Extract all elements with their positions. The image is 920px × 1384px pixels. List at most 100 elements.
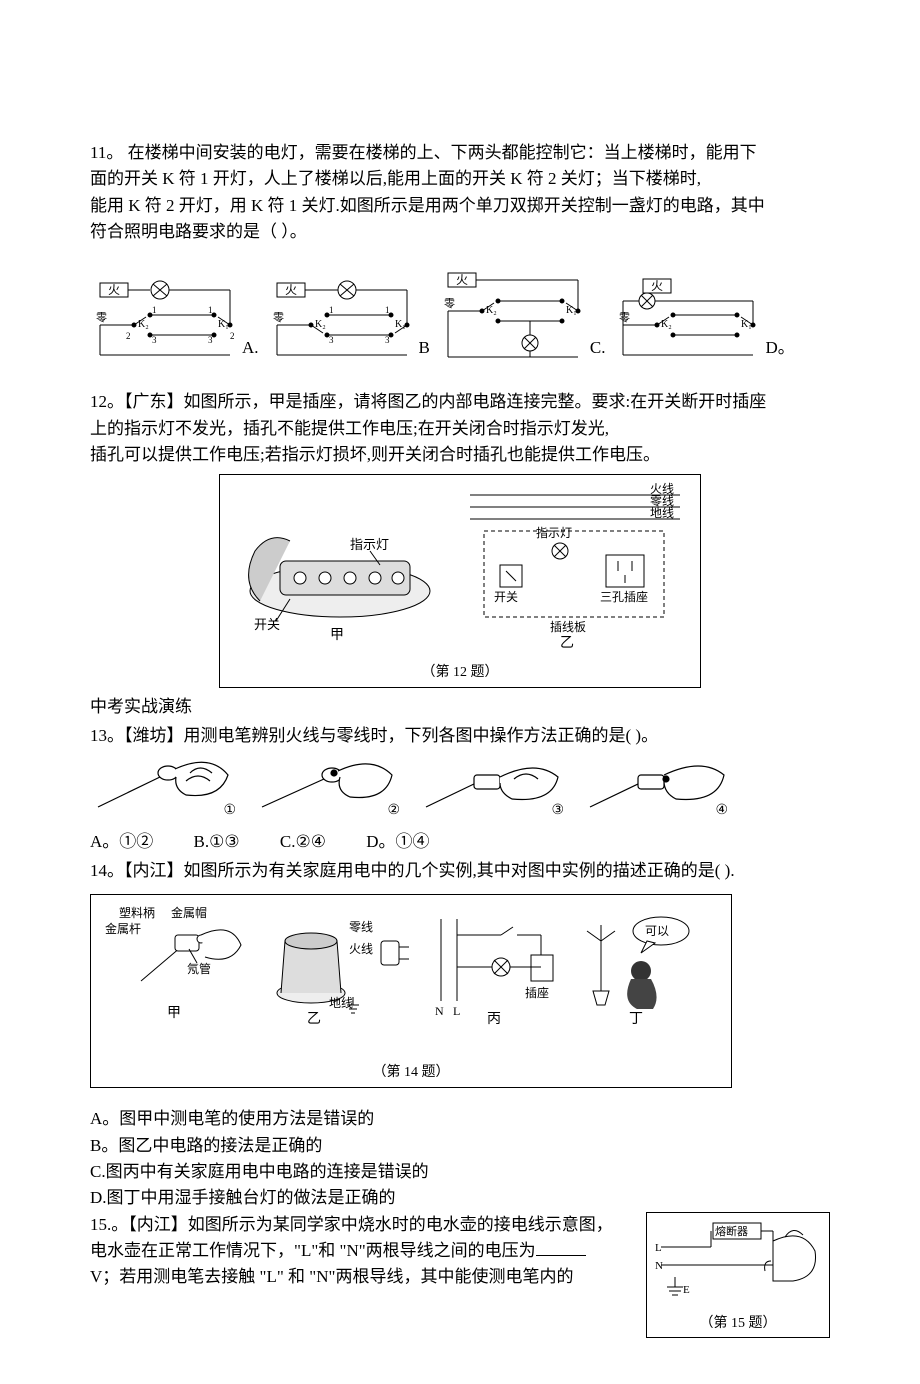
svg-text:2: 2 <box>230 331 235 341</box>
svg-text:E: E <box>683 1284 690 1296</box>
q14-caption: （第 14 题） <box>101 1062 721 1084</box>
svg-text:L: L <box>453 1004 460 1018</box>
circuit-b-svg: 火 K₁ 1 3 <box>267 277 417 363</box>
svg-text:地线: 地线 <box>650 506 674 520</box>
svg-text:塑料柄: 塑料柄 <box>119 905 155 920</box>
q13-opt-b: B.①③ <box>194 829 240 855</box>
q12-line1: 12。【广东】如图所示，甲是插座，请将图乙的内部电路连接完整。要求:在开关断开时… <box>90 389 830 415</box>
svg-text:零: 零 <box>444 297 455 310</box>
q11-label-a: A. <box>242 335 259 363</box>
q13-num-2: ② <box>387 800 400 822</box>
q11-label-d: D。 <box>765 335 794 363</box>
svg-text:丙: 丙 <box>487 1012 501 1027</box>
q13-line1: 13。【潍坊】用测电笔辨别火线与零线时，下列各图中操作方法正确的是( )。 <box>90 723 830 749</box>
svg-text:3: 3 <box>385 335 390 345</box>
svg-text:火线: 火线 <box>349 942 373 956</box>
svg-text:丁: 丁 <box>629 1012 643 1027</box>
svg-text:K₂: K₂ <box>138 319 149 330</box>
section-heading: 中考实战演练 <box>90 694 830 720</box>
svg-text:1: 1 <box>208 305 213 315</box>
q11-label-c: C. <box>590 335 606 363</box>
q11-option-c: 火 K₁ K₂ 零 <box>438 271 606 363</box>
q12-svg: 指示灯 开关 甲 火线 零线 地线 <box>230 481 690 651</box>
svg-text:1: 1 <box>385 305 390 315</box>
svg-text:三孔插座: 三孔插座 <box>600 589 648 604</box>
svg-text:零: 零 <box>96 311 107 324</box>
svg-text:K₁: K₁ <box>566 305 577 316</box>
svg-text:熔断器: 熔断器 <box>715 1224 748 1238</box>
q12-line2: 上的指示灯不发光，插孔不能提供工作电压;在开关闭合时指示灯发光, <box>90 416 830 442</box>
q15-svg: 熔断器 L N E <box>653 1217 823 1303</box>
svg-text:金属杆: 金属杆 <box>105 921 141 936</box>
svg-text:零线: 零线 <box>349 920 373 934</box>
svg-text:火: 火 <box>651 279 663 293</box>
q12-caption: （第 12 题） <box>230 662 690 684</box>
q11-option-b: 火 K₁ 1 3 <box>267 277 430 363</box>
svg-text:零: 零 <box>273 311 284 324</box>
svg-text:L: L <box>655 1242 662 1254</box>
svg-text:K₁: K₁ <box>395 319 406 330</box>
svg-text:3: 3 <box>329 335 334 345</box>
tester-3-svg <box>418 755 568 815</box>
q11-diagram-row: 火 K₁ 1 3 2 <box>90 271 830 363</box>
q11-line4: 符合照明电路要求的是（ ）。 <box>90 219 830 245</box>
q11-line1: 11。 在楼梯中间安装的电灯，需要在楼梯的上、下两头都能控制它：当上楼梯时，能用… <box>90 140 830 166</box>
svg-text:火: 火 <box>285 283 297 297</box>
svg-text:乙: 乙 <box>307 1011 321 1027</box>
circuit-c-svg: 火 K₁ K₂ 零 <box>438 271 588 363</box>
tester-1-svg <box>90 755 240 815</box>
svg-text:3: 3 <box>208 335 213 345</box>
q14-opt-d: D.图丁中用湿手接触台灯的做法是正确的 <box>90 1185 830 1211</box>
svg-text:甲: 甲 <box>167 1006 181 1021</box>
tester-2-svg <box>254 755 404 815</box>
q13-num-1: ① <box>223 800 236 822</box>
svg-text:1: 1 <box>329 305 334 315</box>
q11-label-b: B <box>419 335 430 363</box>
svg-text:乙: 乙 <box>560 635 574 651</box>
svg-text:2: 2 <box>126 331 131 341</box>
svg-text:甲: 甲 <box>330 628 344 643</box>
svg-text:火: 火 <box>456 273 468 287</box>
q12-line3: 插孔可以提供工作电压;若指示灯损坏,则开关闭合时插孔也能提供工作电压。 <box>90 442 830 468</box>
svg-text:3: 3 <box>152 335 157 345</box>
q13-options: A。①② B.①③ C.②④ D。①④ <box>90 829 830 855</box>
svg-text:K₁: K₁ <box>741 319 752 330</box>
q15-blank <box>536 1238 586 1256</box>
svg-text:插线板: 插线板 <box>550 620 586 634</box>
q13-opt-c: C.②④ <box>280 829 326 855</box>
svg-text:地线: 地线 <box>329 996 353 1010</box>
q14-opt-c: C.图丙中有关家庭用电中电路的连接是错误的 <box>90 1159 830 1185</box>
q15-caption: （第 15 题） <box>653 1313 823 1335</box>
svg-text:1: 1 <box>152 305 157 315</box>
svg-text:指示灯: 指示灯 <box>536 525 572 540</box>
svg-text:插座: 插座 <box>525 985 549 1000</box>
q15-line2a: 电水壶在正常工作情况下，"L"和 "N"两根导线之间的电压为 <box>90 1241 536 1260</box>
q14-opt-b: B。图乙中电路的接法是正确的 <box>90 1133 830 1159</box>
q13-num-4: ④ <box>715 800 728 822</box>
svg-text:N: N <box>435 1004 444 1018</box>
svg-text:N: N <box>655 1260 663 1272</box>
q11-option-a: 火 K₁ 1 3 2 <box>90 277 259 363</box>
q13-opt-d: D。①④ <box>366 829 429 855</box>
svg-text:指示灯: 指示灯 <box>350 537 389 552</box>
svg-text:零: 零 <box>619 311 630 324</box>
svg-text:K₂: K₂ <box>486 305 497 316</box>
q11-line3: 能用 K 符 2 开灯，用 K 符 1 关灯.如图所示是用两个单刀双掷开关控制一… <box>90 193 830 219</box>
q12-figure: 指示灯 开关 甲 火线 零线 地线 <box>90 474 830 688</box>
circuit-d-svg: 火 K₁ K₂ <box>613 277 763 363</box>
circuit-a-svg: 火 K₁ 1 3 2 <box>90 277 240 363</box>
svg-text:K₁: K₁ <box>218 319 229 330</box>
q13-num-3: ③ <box>551 800 564 822</box>
q11-line2: 面的开关 K 符 1 开灯，人上了楼梯以后,能用上面的开关 K 符 2 关灯；当… <box>90 166 830 192</box>
q14-opt-a: A。图甲中测电笔的使用方法是错误的 <box>90 1106 830 1132</box>
svg-text:开关: 开关 <box>254 617 280 632</box>
svg-text:氖管: 氖管 <box>187 961 211 976</box>
svg-text:金属帽: 金属帽 <box>171 905 207 920</box>
tester-4-svg <box>582 755 732 815</box>
q14-line1: 14。【内江】如图所示为有关家庭用电中的几个实例,其中对图中实例的描述正确的是(… <box>90 858 830 884</box>
q15-figure: 熔断器 L N E <box>646 1212 830 1338</box>
svg-text:火: 火 <box>108 283 120 297</box>
svg-text:K₂: K₂ <box>661 319 672 330</box>
q14-svg: 塑料柄 金属杆 金属帽 氖管 甲 零线 火线 地线 <box>101 901 721 1051</box>
q13-opt-a: A。①② <box>90 829 153 855</box>
